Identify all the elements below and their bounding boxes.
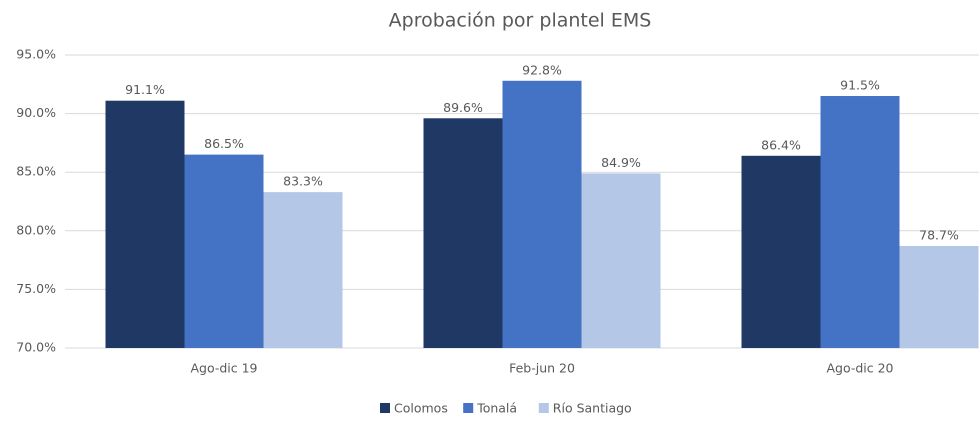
data-label: 84.9%	[601, 155, 641, 170]
y-tick-label: 90.0%	[16, 105, 56, 120]
bar	[899, 246, 979, 348]
legend-label: Río Santiago	[553, 401, 632, 416]
y-tick-label: 95.0%	[16, 47, 56, 62]
data-label: 83.3%	[283, 174, 323, 189]
data-label: 92.8%	[522, 62, 562, 77]
y-tick-label: 70.0%	[16, 340, 56, 355]
data-label: 91.5%	[840, 78, 880, 93]
bar	[263, 192, 343, 348]
chart-title: Aprobación por plantel EMS	[389, 10, 652, 32]
bar	[105, 100, 185, 348]
bar	[184, 154, 264, 348]
x-tick-label: Feb-jun 20	[509, 361, 575, 376]
x-tick-label: Ago-dic 19	[190, 361, 257, 376]
data-label: 91.1%	[125, 82, 165, 97]
legend-swatch	[380, 403, 390, 413]
y-tick-label: 80.0%	[16, 222, 56, 237]
data-label: 78.7%	[919, 228, 959, 243]
data-label: 86.5%	[204, 136, 244, 151]
y-tick-label: 85.0%	[16, 164, 56, 179]
x-tick-label: Ago-dic 20	[826, 361, 893, 376]
bar	[423, 118, 503, 349]
legend-swatch	[538, 403, 549, 413]
bar	[741, 155, 821, 348]
bar	[820, 96, 900, 349]
bar	[502, 80, 582, 348]
data-label: 89.6%	[443, 100, 483, 115]
bar	[581, 173, 661, 348]
legend-label: Colomos	[394, 401, 448, 416]
legend-swatch	[463, 403, 474, 413]
y-tick-label: 75.0%	[16, 281, 56, 296]
legend-label: Tonalá	[476, 401, 517, 416]
data-label: 86.4%	[761, 137, 801, 152]
